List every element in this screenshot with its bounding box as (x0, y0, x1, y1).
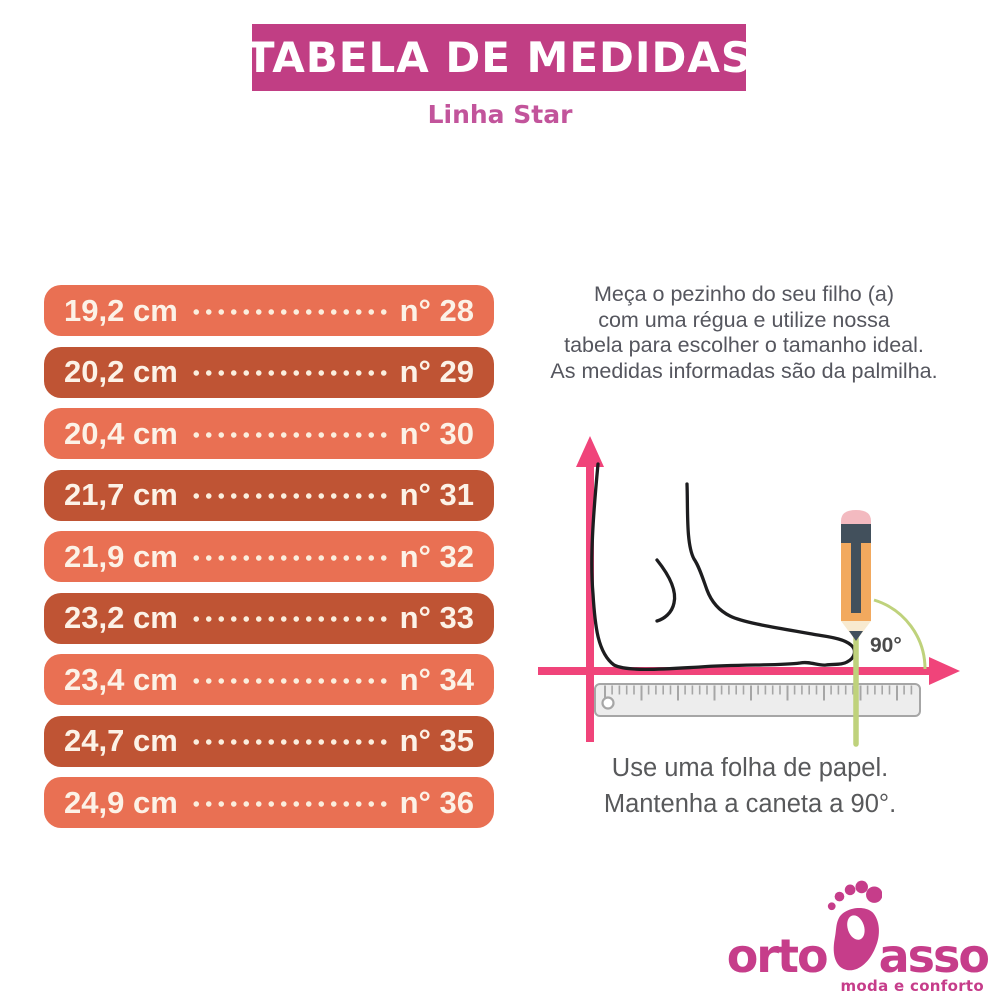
measurement-diagram: 90° (538, 436, 960, 747)
size-label: n° 35 (399, 723, 474, 758)
size-row: 21,9 cm n° 32 (44, 531, 494, 582)
logo-wordmark: orto asso (698, 880, 990, 984)
instructions-line: com uma régua e utilize nossa (598, 307, 890, 332)
logo-text-asso: asso (878, 929, 990, 984)
angle-arc (873, 598, 927, 670)
size-row: 21,7 cm n° 31 (44, 469, 494, 521)
instructions-line: As medidas informadas são da palmilha. (550, 358, 938, 383)
size-row: 19,2 cm n° 28 (44, 285, 494, 336)
measurement-label: 20,2 cm (64, 354, 178, 389)
dotted-leader (189, 370, 388, 376)
logo-text-orto: orto (726, 929, 829, 984)
subtitle: Linha Star (427, 100, 573, 129)
measurement-label: 23,4 cm (64, 661, 178, 697)
size-label: n° 33 (399, 600, 474, 635)
instructions-line: Meça o pezinho do seu filho (a) (594, 282, 894, 306)
pencil-illustration (841, 510, 871, 641)
page-title: TABELA DE MEDIDAS (245, 33, 753, 82)
instructions-line: tabela para escolher o tamanho ideal. (564, 333, 924, 357)
size-row: 20,2 cm n° 29 (44, 346, 494, 398)
size-label: n° 31 (399, 477, 474, 512)
size-label: n° 30 (399, 415, 474, 451)
size-label: n° 34 (399, 661, 474, 697)
size-label: n° 28 (399, 292, 474, 328)
dotted-leader (189, 493, 388, 499)
footer-note-line: Use uma folha de papel. (611, 754, 889, 782)
dotted-leader (189, 554, 388, 561)
angle-label: 90° (870, 634, 902, 657)
dotted-leader (189, 308, 388, 315)
measurement-label: 24,9 cm (64, 784, 178, 820)
dotted-leader (189, 431, 388, 438)
size-label: n° 32 (399, 538, 474, 574)
size-row: 23,4 cm n° 34 (44, 654, 494, 705)
size-row: 23,2 cm n° 33 (44, 592, 494, 644)
dotted-leader (189, 739, 388, 745)
footer-note-line: Mantenha a caneta a 90°. (603, 790, 897, 818)
foot-outline (590, 462, 857, 672)
dotted-leader (189, 800, 388, 807)
dotted-leader (189, 616, 388, 622)
horizontal-axis (538, 657, 960, 685)
measurement-label: 19,2 cm (64, 292, 178, 328)
measurement-label: 20,4 cm (64, 415, 178, 451)
size-label: n° 36 (399, 784, 474, 820)
measurement-label: 23,2 cm (64, 600, 178, 635)
size-row: 20,4 cm n° 30 (44, 408, 494, 459)
size-table: 19,2 cm n° 28 20,2 cm n° 29 20,4 cm n° 3… (44, 285, 494, 828)
instructions-text: Meça o pezinho do seu filho (a) com uma … (505, 282, 983, 384)
measurement-label: 21,9 cm (64, 538, 178, 574)
footer-note: Use uma folha de papel. Mantenha a canet… (530, 750, 970, 822)
ruler-illustration (594, 683, 921, 717)
size-row: 24,7 cm n° 35 (44, 715, 494, 767)
size-label: n° 29 (399, 354, 474, 389)
measurement-label: 21,7 cm (64, 477, 178, 512)
measurement-label: 24,7 cm (64, 723, 178, 758)
footprint-icon (827, 880, 882, 971)
title-banner: TABELA DE MEDIDAS (246, 24, 751, 91)
vertical-axis (576, 436, 604, 742)
dotted-leader (189, 677, 388, 684)
size-row: 24,9 cm n° 36 (44, 777, 494, 828)
brand-logo: orto asso moda e conforto (698, 880, 990, 995)
logo-tagline: moda e conforto (840, 977, 984, 995)
